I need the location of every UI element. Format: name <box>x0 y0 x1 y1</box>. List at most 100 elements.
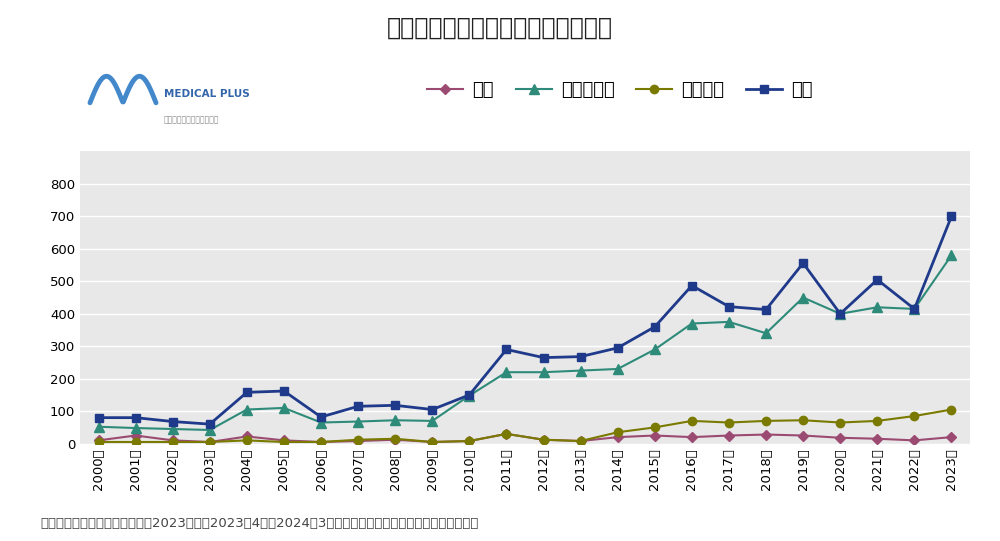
歯科医院 <box>649 424 661 431</box>
歯科医院 <box>241 437 253 444</box>
病院 <box>908 437 920 444</box>
全体 <box>426 406 438 413</box>
クリニック <box>760 330 772 337</box>
Line: 歯科医院: 歯科医院 <box>94 405 956 446</box>
歯科医院 <box>686 418 698 424</box>
クリニック <box>871 304 883 311</box>
Line: 病院: 病院 <box>95 431 955 445</box>
FancyBboxPatch shape <box>76 63 284 142</box>
歯科医院 <box>760 418 772 424</box>
歯科医院 <box>575 438 587 444</box>
病院 <box>686 434 698 440</box>
歯科医院 <box>797 417 809 424</box>
全体 <box>352 403 364 410</box>
全体 <box>538 354 550 361</box>
歯科医院 <box>315 439 327 445</box>
病院 <box>93 437 105 444</box>
病院 <box>649 432 661 439</box>
病院 <box>945 434 957 440</box>
歯科医院 <box>834 419 846 426</box>
歯科医院 <box>204 439 216 445</box>
歯科医院 <box>426 439 438 445</box>
クリニック <box>463 392 475 399</box>
Line: クリニック: クリニック <box>94 250 956 435</box>
全体 <box>908 306 920 312</box>
歯科医院 <box>538 437 550 443</box>
病院 <box>575 438 587 444</box>
歯科医院 <box>945 406 957 413</box>
Line: 全体: 全体 <box>94 212 956 428</box>
クリニック <box>204 427 216 433</box>
病院 <box>760 431 772 438</box>
歯科医院 <box>871 418 883 424</box>
クリニック <box>426 418 438 424</box>
歯科医院 <box>908 413 920 419</box>
全体 <box>130 414 142 421</box>
病院 <box>500 431 512 437</box>
全体 <box>945 213 957 220</box>
歯科医院 <box>130 439 142 445</box>
全体 <box>167 418 179 425</box>
病院 <box>834 434 846 441</box>
クリニック <box>797 294 809 301</box>
全体 <box>315 414 327 420</box>
クリニック <box>315 419 327 426</box>
病院 <box>538 437 550 443</box>
全体 <box>797 260 809 266</box>
クリニック <box>834 311 846 317</box>
クリニック <box>612 366 624 372</box>
クリニック <box>575 367 587 374</box>
全体 <box>500 346 512 353</box>
Legend: 病院, クリニック, 歯科医院, 全体: 病院, クリニック, 歯科医院, 全体 <box>420 74 820 107</box>
病院 <box>463 438 475 444</box>
病院 <box>241 433 253 440</box>
病院 <box>426 439 438 445</box>
Text: MEDICAL PLUS: MEDICAL PLUS <box>164 89 250 98</box>
全体 <box>241 389 253 395</box>
全体 <box>686 282 698 289</box>
クリニック <box>908 306 920 312</box>
全体 <box>93 414 105 421</box>
クリニック <box>130 425 142 431</box>
クリニック <box>723 319 735 325</box>
病院 <box>278 437 290 444</box>
Text: 株式会社メディカルプラス: 株式会社メディカルプラス <box>164 115 220 124</box>
全体 <box>575 353 587 360</box>
歯科医院 <box>93 439 105 445</box>
クリニック <box>278 405 290 411</box>
クリニック <box>241 406 253 413</box>
クリニック <box>352 418 364 425</box>
全体 <box>278 388 290 394</box>
全体 <box>463 392 475 398</box>
歯科医院 <box>389 436 401 442</box>
クリニック <box>389 417 401 424</box>
クリニック <box>649 346 661 353</box>
病院 <box>315 439 327 445</box>
病院 <box>871 436 883 442</box>
全体 <box>612 345 624 351</box>
クリニック <box>93 424 105 430</box>
全体 <box>760 306 772 313</box>
歯科医院 <box>500 431 512 437</box>
歯科医院 <box>723 419 735 426</box>
病院 <box>612 434 624 440</box>
歯科医院 <box>352 437 364 443</box>
病院 <box>352 438 364 444</box>
病院 <box>723 432 735 439</box>
クリニック <box>538 369 550 375</box>
Text: ＊データ：帝国データバンク「2023年度（2023年4月〜2024年3月）の医療機関の休廃業・解散件数」より: ＊データ：帝国データバンク「2023年度（2023年4月〜2024年3月）の医療… <box>40 517 478 530</box>
病院 <box>167 437 179 444</box>
全体 <box>204 421 216 427</box>
全体 <box>871 276 883 283</box>
病院 <box>389 437 401 443</box>
全体 <box>723 304 735 310</box>
全体 <box>389 402 401 408</box>
全体 <box>834 311 846 317</box>
クリニック <box>686 320 698 327</box>
歯科医院 <box>167 439 179 445</box>
Text: 医療機関の休廃業・解散件数の推移: 医療機関の休廃業・解散件数の推移 <box>387 16 613 40</box>
クリニック <box>945 252 957 259</box>
全体 <box>649 324 661 330</box>
クリニック <box>500 369 512 375</box>
歯科医院 <box>463 438 475 444</box>
